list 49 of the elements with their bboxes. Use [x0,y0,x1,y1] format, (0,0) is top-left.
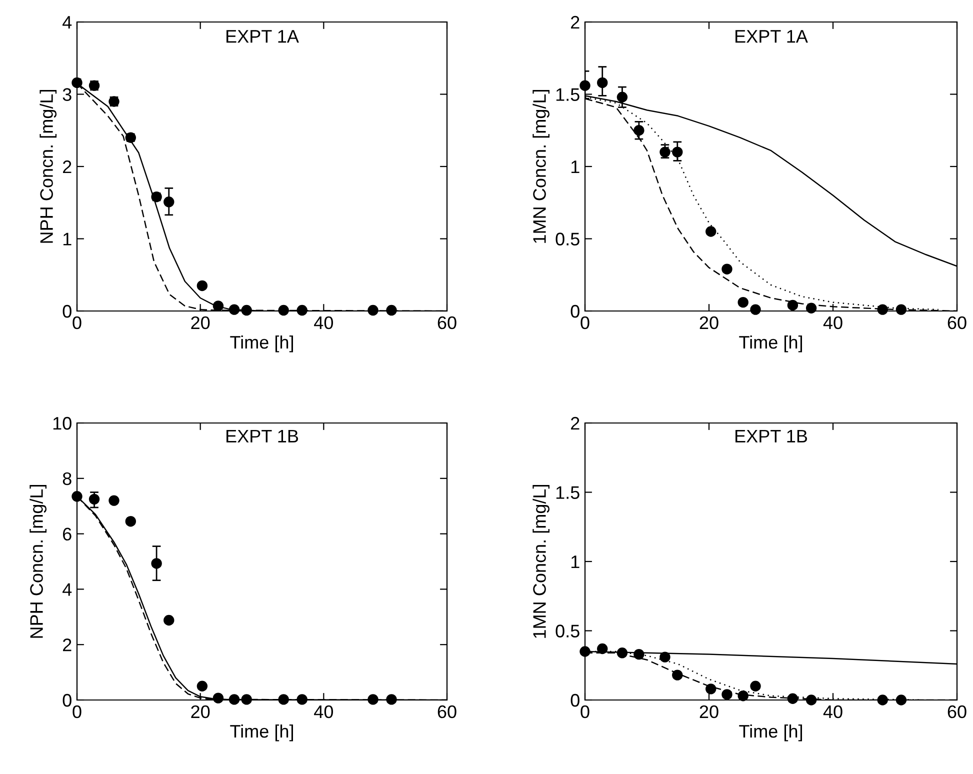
x-axis-title: Time [h] [739,724,802,742]
y-axis-title: NPH Concn. [mg/L] [30,485,46,638]
x-tick-label: 60 [438,705,456,718]
x-tick-label: 60 [438,316,456,330]
y-axis-title: NPH Concn. [mg/L] [40,90,57,243]
x-tick-label: 0 [72,705,82,718]
y-tick-label: 0.5 [556,624,580,638]
y-tick-label: 10 [53,416,72,430]
x-tick-label: 40 [314,705,334,718]
x-tick-label: 40 [314,316,334,330]
y-tick-label: 6 [63,528,72,541]
y-tick-label: 1.5 [556,486,580,499]
x-tick-label: 20 [191,705,210,718]
y-tick-label: 0.5 [556,232,580,246]
y-tick-label: 1.5 [556,88,580,101]
x-tick-label: 20 [700,705,718,718]
chart-title: EXPT 1B [226,430,298,442]
y-tick-label: 3 [62,88,72,101]
y-tick-label: 1 [571,556,580,568]
x-tick-label: 0 [72,316,82,330]
x-tick-label: 60 [948,705,966,718]
y-tick-label: 0 [62,304,72,318]
y-tick-label: 2 [571,416,580,430]
x-tick-label: 20 [191,316,210,330]
y-tick-label: 2 [63,638,72,652]
y-axis-title: 1MN Concn. [mg/L] [532,485,550,638]
y-tick-label: 0 [62,694,72,707]
x-tick-label: 40 [823,316,842,330]
y-tick-label: 8 [62,472,72,486]
y-tick-label: 1 [571,160,580,174]
x-axis-title: Time [h] [230,335,293,352]
y-tick-label: 0 [570,304,580,318]
y-tick-label: 2 [63,160,72,174]
x-tick-label: 20 [700,316,718,330]
chart-title: EXPT 1A [736,30,808,43]
x-tick-label: 0 [580,316,590,330]
y-tick-label: 0 [570,694,580,707]
y-tick-label: 2 [571,16,580,29]
chart-title: EXPT 1B [736,430,808,442]
y-tick-label: 4 [62,16,72,29]
x-tick-label: 0 [580,705,590,718]
x-axis-title: Time [h] [230,724,293,742]
x-tick-label: 40 [823,705,842,718]
y-tick-label: 1 [63,232,72,246]
y-tick-label: 4 [62,583,72,596]
x-tick-label: 60 [948,316,966,330]
y-axis-title: 1MN Concn. [mg/L] [532,90,550,243]
chart-title: EXPT 1A [226,30,299,43]
x-axis-title: Time [h] [739,335,802,352]
